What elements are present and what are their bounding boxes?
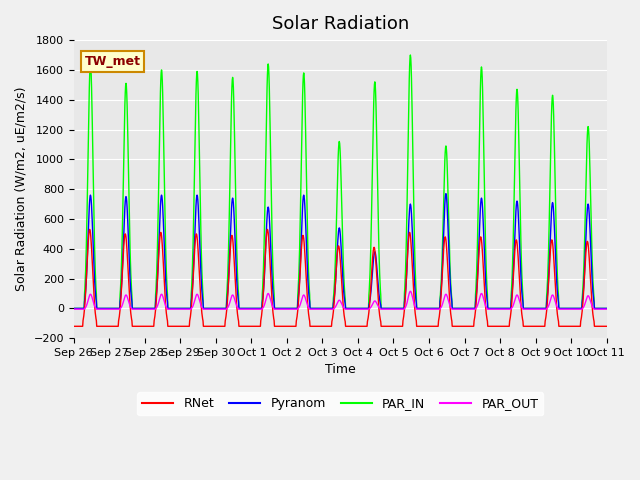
Y-axis label: Solar Radiation (W/m2, uE/m2/s): Solar Radiation (W/m2, uE/m2/s) — [15, 87, 28, 291]
PAR_OUT — [540, 306, 547, 312]
RNet — [70, 324, 77, 329]
Pyranom — [442, 191, 450, 196]
RNet — [423, 324, 431, 329]
PAR_OUT — [603, 306, 611, 312]
Pyranom — [70, 306, 77, 312]
Pyranom — [175, 306, 183, 312]
PAR_OUT — [70, 306, 77, 312]
Text: TW_met: TW_met — [84, 55, 140, 68]
RNet — [540, 324, 547, 329]
RNet — [86, 227, 93, 232]
PAR_OUT — [406, 288, 414, 294]
Line: Pyranom: Pyranom — [74, 193, 607, 309]
PAR_IN — [175, 306, 183, 312]
PAR_IN — [406, 52, 414, 58]
PAR_IN — [493, 306, 500, 312]
PAR_IN — [248, 306, 256, 312]
RNet — [603, 324, 611, 329]
PAR_IN — [540, 306, 547, 312]
PAR_IN — [423, 306, 431, 312]
Pyranom — [248, 306, 256, 312]
X-axis label: Time: Time — [325, 363, 356, 376]
PAR_OUT — [248, 306, 256, 312]
PAR_OUT — [493, 306, 500, 312]
PAR_IN — [603, 306, 611, 312]
PAR_IN — [70, 306, 77, 312]
RNet — [176, 324, 184, 329]
Line: RNet: RNet — [74, 229, 607, 326]
Line: PAR_IN: PAR_IN — [74, 55, 607, 309]
PAR_OUT — [423, 306, 431, 312]
Pyranom — [188, 288, 196, 294]
Legend: RNet, Pyranom, PAR_IN, PAR_OUT: RNet, Pyranom, PAR_IN, PAR_OUT — [137, 392, 543, 415]
Pyranom — [423, 306, 431, 312]
Pyranom — [603, 306, 611, 312]
Pyranom — [540, 306, 547, 312]
PAR_OUT — [188, 304, 196, 310]
PAR_OUT — [175, 306, 183, 312]
Line: PAR_OUT: PAR_OUT — [74, 291, 607, 309]
Pyranom — [493, 306, 500, 312]
Title: Solar Radiation: Solar Radiation — [271, 15, 409, 33]
PAR_IN — [188, 269, 196, 275]
RNet — [189, 285, 196, 291]
RNet — [248, 324, 256, 329]
RNet — [493, 324, 500, 329]
